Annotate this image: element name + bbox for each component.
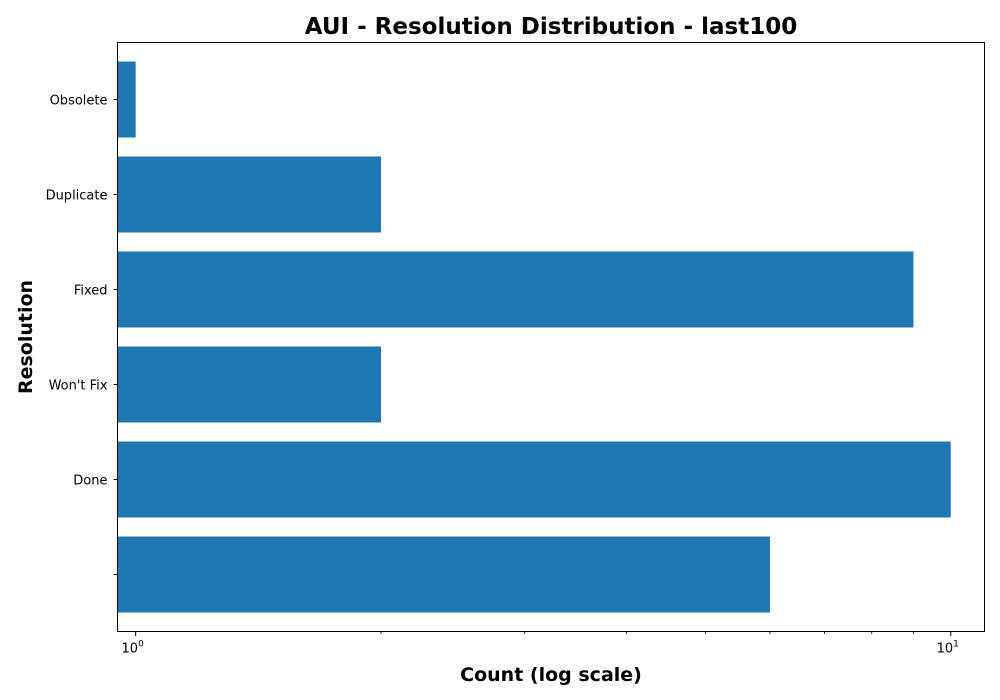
x-axis-label: Count (log scale) bbox=[460, 664, 642, 686]
bar-blank bbox=[117, 536, 770, 613]
x-tick-label: 101 bbox=[937, 640, 959, 657]
plot-frame bbox=[117, 42, 985, 632]
x-tick-label: 100 bbox=[122, 640, 145, 657]
y-axis-ticks: Done Won't Fix Fixed Duplicate Obsolete bbox=[46, 94, 118, 575]
bar-duplicate bbox=[117, 156, 382, 233]
bar-done bbox=[117, 441, 951, 518]
chart-title: AUI - Resolution Distribution - last100 bbox=[305, 14, 797, 40]
x-tick-exponent: 0 bbox=[138, 640, 144, 650]
y-tick-label: Done bbox=[73, 474, 107, 489]
bar-won-t-fix bbox=[117, 346, 382, 423]
bar-fixed bbox=[117, 251, 914, 328]
y-tick-label: Duplicate bbox=[46, 189, 108, 204]
bar-obsolete bbox=[117, 61, 136, 138]
y-tick-label: Obsolete bbox=[50, 94, 108, 109]
x-axis-ticks: 100 101 bbox=[122, 631, 959, 657]
y-tick-label: Fixed bbox=[74, 284, 108, 299]
x-tick-base: 10 bbox=[122, 642, 139, 657]
x-tick-exponent: 1 bbox=[953, 640, 959, 650]
bars-group bbox=[117, 61, 951, 613]
y-tick-label: Won't Fix bbox=[49, 379, 108, 394]
y-axis-label: Resolution bbox=[15, 280, 37, 394]
x-tick-base: 10 bbox=[937, 642, 954, 657]
